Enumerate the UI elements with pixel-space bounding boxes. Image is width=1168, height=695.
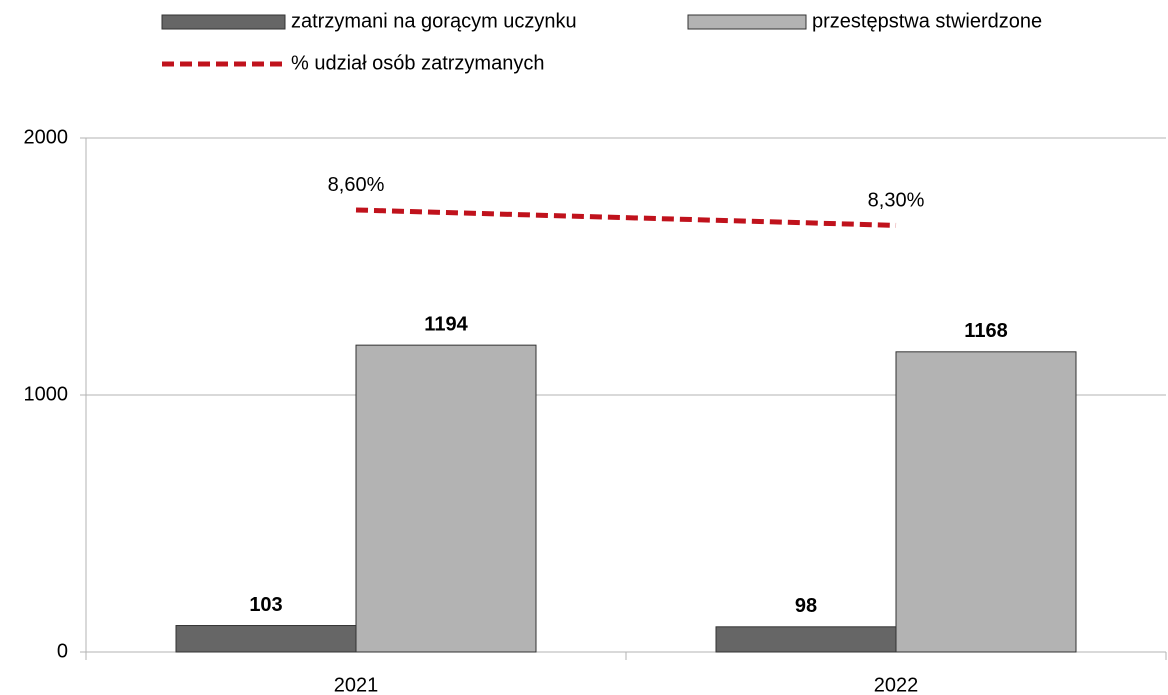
data-label: 1168 xyxy=(964,320,1007,342)
y-tick-label: 0 xyxy=(57,640,68,662)
data-label: 103 xyxy=(249,594,282,616)
legend-swatch xyxy=(687,14,807,30)
x-tick-label: 2021 xyxy=(334,674,379,695)
legend-label: przestępstwa stwierdzone xyxy=(812,10,1042,32)
data-label: 8,30% xyxy=(868,190,925,212)
legend-label: zatrzymani na gorącym uczynku xyxy=(291,10,577,32)
bar xyxy=(895,351,1077,653)
y-tick-label: 2000 xyxy=(24,126,69,148)
legend-swatch xyxy=(161,14,286,30)
bar xyxy=(715,626,897,653)
bar xyxy=(355,344,537,653)
data-label: 8,60% xyxy=(328,174,385,196)
y-tick-label: 1000 xyxy=(24,383,69,405)
bar xyxy=(175,625,357,653)
data-label: 98 xyxy=(795,595,817,617)
x-tick-label: 2022 xyxy=(874,674,919,695)
data-label: 1194 xyxy=(424,313,468,335)
line xyxy=(355,207,897,228)
legend-label: % udział osób zatrzymanych xyxy=(291,52,544,74)
